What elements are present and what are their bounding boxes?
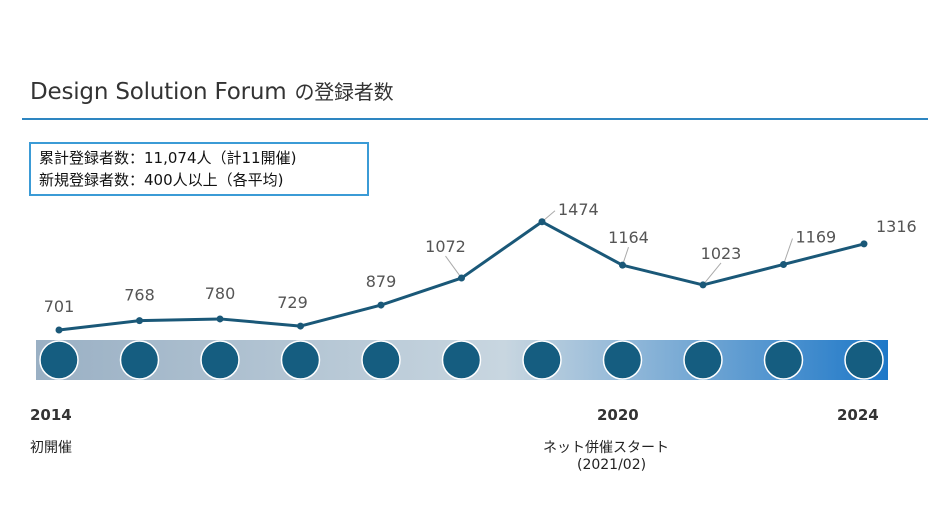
data-point <box>699 281 707 289</box>
data-point <box>860 240 868 248</box>
data-point <box>136 317 143 325</box>
label-leader-line <box>445 255 462 279</box>
timeline-circle <box>602 340 643 380</box>
data-label: 729 <box>277 293 308 312</box>
timeline-circle <box>522 340 562 380</box>
data-label: 1023 <box>701 244 742 263</box>
data-point <box>297 322 304 330</box>
timeline-circle <box>844 340 884 380</box>
chart-title: Design Solution Forum の登録者数 <box>30 76 394 105</box>
data-point <box>216 315 224 323</box>
data-point <box>538 218 546 226</box>
data-label: 1072 <box>425 237 466 256</box>
timeline-circle <box>280 340 321 380</box>
data-label: 780 <box>205 284 236 303</box>
timeline-circle <box>39 340 79 380</box>
timeline-circle <box>683 340 723 380</box>
summary-new: 新規登録者数：400人以上（各平均) <box>39 171 284 189</box>
title-main: Design Solution Forum <box>30 79 287 105</box>
summary-box: 累計登録者数：11,074人（計11開催) 新規登録者数：400人以上（各平均) <box>29 142 369 196</box>
title-divider <box>22 118 928 120</box>
data-label: 879 <box>366 272 397 291</box>
hybrid-start-note: ネット併催スタート <box>543 440 669 456</box>
x-label-2014: 2014 <box>30 406 72 424</box>
timeline-circle <box>763 340 804 380</box>
summary-total: 累計登録者数：11,074人（計11開催) <box>39 149 297 167</box>
data-point <box>377 301 385 309</box>
data-label: 701 <box>44 297 75 316</box>
first-event-note: 初開催 <box>30 440 72 456</box>
timeline-circle <box>441 340 482 380</box>
data-label: 1169 <box>796 227 837 246</box>
data-point <box>780 260 787 268</box>
timeline-circle <box>361 340 401 380</box>
data-label: 1474 <box>558 200 599 219</box>
label-leader-line <box>783 238 793 265</box>
timeline-circle <box>119 340 160 380</box>
data-point <box>458 274 465 282</box>
data-label: 1316 <box>876 217 917 236</box>
title-suffix: の登録者数 <box>294 80 394 104</box>
timeline-circle <box>200 340 240 380</box>
hybrid-date-note: (2021/02) <box>577 457 647 473</box>
data-label: 768 <box>124 286 155 305</box>
data-point <box>619 261 626 269</box>
data-point <box>55 326 63 334</box>
data-label: 1164 <box>608 228 649 247</box>
x-label-2024: 2024 <box>837 406 879 424</box>
label-leader-line <box>702 262 722 286</box>
x-label-2020: 2020 <box>597 406 639 424</box>
